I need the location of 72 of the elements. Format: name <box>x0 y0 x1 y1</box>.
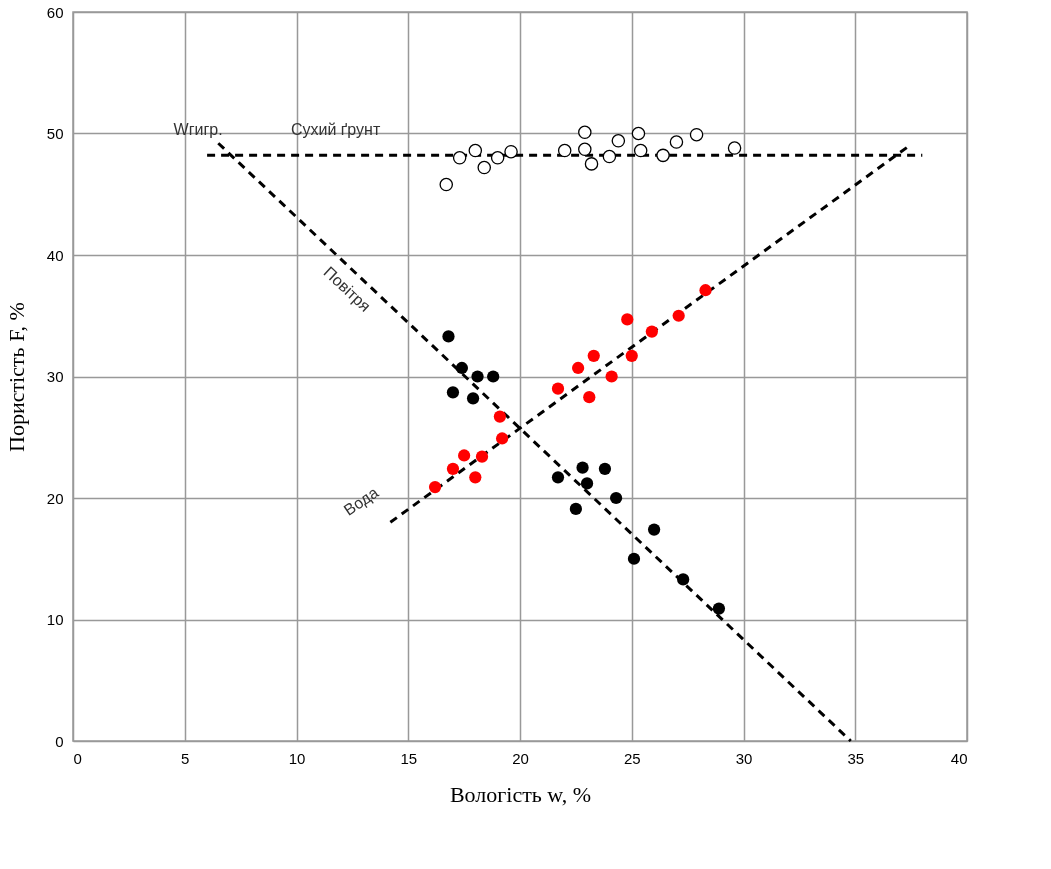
x-tick-label: 10 <box>288 749 306 767</box>
point <box>647 523 661 536</box>
point <box>727 141 742 155</box>
y-tick-label: 30 <box>46 368 64 385</box>
point <box>598 462 612 475</box>
x-tick-label: 5 <box>181 749 190 767</box>
y-axis-title: Пористість F, % <box>3 302 29 452</box>
annotation: Сухий ґрунт <box>290 120 381 138</box>
point <box>458 449 471 462</box>
x-tick-label: 35 <box>847 749 865 767</box>
point <box>469 471 482 484</box>
point <box>656 148 670 163</box>
point <box>493 410 507 423</box>
point <box>557 143 572 158</box>
point <box>428 480 442 494</box>
point <box>672 309 685 322</box>
point <box>487 370 500 383</box>
point <box>569 502 582 516</box>
x-tick-label: 20 <box>512 749 529 767</box>
x-tick-label: 25 <box>623 749 641 767</box>
point <box>468 143 483 158</box>
point <box>471 370 484 383</box>
point <box>625 349 638 362</box>
point <box>477 160 492 175</box>
point <box>452 151 467 165</box>
point <box>551 471 565 484</box>
point <box>712 602 726 615</box>
point <box>446 386 460 399</box>
x-tick-label: 15 <box>400 749 418 767</box>
point <box>689 127 704 142</box>
point <box>677 573 690 586</box>
point <box>475 450 489 463</box>
y-tick-label: 20 <box>46 489 64 507</box>
point <box>587 349 600 362</box>
point <box>605 370 618 383</box>
point <box>611 134 626 148</box>
y-tick-label: 0 <box>55 732 64 750</box>
point <box>631 126 646 141</box>
y-tick-label: 10 <box>46 611 64 628</box>
point <box>669 135 684 149</box>
point <box>602 149 617 164</box>
point <box>580 477 594 490</box>
point <box>571 361 585 375</box>
point <box>627 552 641 565</box>
point <box>551 382 565 395</box>
point <box>609 491 623 505</box>
point <box>496 432 509 445</box>
point <box>576 461 589 474</box>
point <box>621 313 634 326</box>
x-tick-label: 40 <box>950 749 968 767</box>
annotation: Вода <box>340 483 382 519</box>
y-tick-label: 60 <box>46 3 64 21</box>
point <box>466 392 480 405</box>
x-axis-title: Вологість w, % <box>449 781 592 807</box>
point <box>583 391 596 404</box>
point <box>699 284 712 297</box>
point <box>633 143 648 158</box>
point <box>446 462 460 475</box>
annotation: Wгигр. <box>173 120 223 138</box>
point <box>645 325 658 338</box>
point <box>578 125 592 140</box>
x-tick-label: 30 <box>735 749 753 767</box>
point <box>442 330 455 343</box>
y-tick-label: 40 <box>46 246 64 264</box>
point <box>584 157 599 171</box>
point <box>455 361 469 375</box>
x-tick-label: 0 <box>73 749 82 767</box>
point <box>490 151 505 165</box>
point <box>439 177 454 192</box>
point <box>578 142 592 157</box>
y-tick-label: 50 <box>46 125 64 142</box>
point <box>504 144 518 159</box>
